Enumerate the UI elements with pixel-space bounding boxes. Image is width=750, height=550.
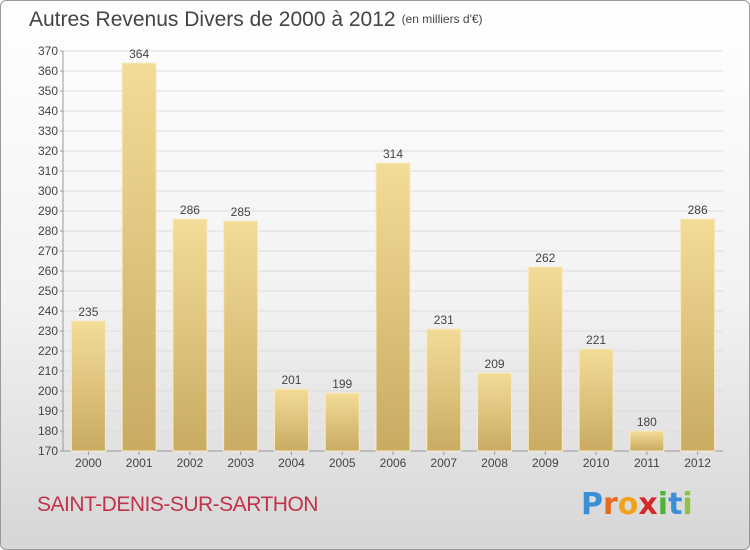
bar	[324, 392, 360, 452]
data-label: 262	[535, 251, 555, 265]
logo-letter: x	[638, 487, 658, 522]
y-tick-label: 200	[38, 384, 58, 398]
data-label: 221	[586, 333, 606, 347]
bar	[477, 372, 513, 452]
chart-title-text: Autres Revenus Divers de 2000 à 2012	[29, 8, 396, 31]
bar	[578, 348, 614, 452]
x-tick-label: 2009	[532, 456, 559, 470]
proxiti-logo[interactable]: Proxiti	[581, 487, 693, 522]
x-tick-label: 2011	[634, 456, 660, 470]
bar	[680, 218, 716, 452]
bars	[70, 62, 716, 452]
x-tick-label: 2000	[75, 456, 102, 470]
unit-note: (en milliers d'€)	[401, 12, 483, 26]
y-tick-label: 170	[38, 444, 58, 458]
y-tick-label: 270	[38, 244, 58, 258]
data-label: 285	[231, 205, 251, 219]
data-label: 314	[383, 147, 403, 161]
bar	[172, 218, 208, 452]
commune-name: SAINT-DENIS-SUR-SARTHON	[37, 493, 318, 516]
data-label: 286	[688, 203, 708, 217]
bar	[629, 430, 665, 452]
y-tick-label: 260	[38, 264, 58, 278]
bar	[70, 320, 106, 452]
x-tick-label: 2007	[430, 456, 457, 470]
y-tick-label: 370	[38, 44, 58, 58]
data-label: 364	[129, 47, 149, 61]
y-tick-label: 190	[38, 404, 58, 418]
bar	[375, 162, 411, 452]
x-tick-label: 2006	[380, 456, 407, 470]
chart-title: Autres Revenus Divers de 2000 à 2012 (en …	[29, 8, 483, 32]
y-tick-label: 360	[38, 64, 58, 78]
y-tick-label: 340	[38, 104, 58, 118]
data-label: 209	[485, 357, 505, 371]
data-label: 231	[434, 313, 454, 327]
data-label: 201	[281, 373, 301, 387]
x-tick-label: 2012	[684, 456, 711, 470]
logo-letter: i	[657, 487, 669, 522]
y-tick-label: 210	[38, 364, 58, 378]
y-tick-label: 320	[38, 144, 58, 158]
data-label: 286	[180, 203, 200, 217]
data-label: 235	[78, 305, 98, 319]
x-tick-label: 2005	[329, 456, 356, 470]
data-label: 199	[332, 377, 352, 391]
data-labels: 235 2000 364 2001 286 2002 285 2003 201 2004 199 20…	[75, 47, 711, 470]
y-tick-label: 300	[38, 184, 58, 198]
y-tick-label: 350	[38, 84, 58, 98]
data-label: 180	[637, 415, 657, 429]
logo-letter: P	[581, 487, 603, 522]
y-tick-label: 230	[38, 324, 58, 338]
y-tick-label: 220	[38, 344, 58, 358]
x-tick-label: 2010	[583, 456, 610, 470]
logo-letter: r	[603, 487, 618, 522]
bar	[426, 328, 462, 452]
x-tick-label: 2003	[227, 456, 254, 470]
x-tick-label: 2008	[481, 456, 508, 470]
logo-letter: i	[682, 487, 693, 522]
y-tick-label: 330	[38, 124, 58, 138]
y-tick-label: 310	[38, 164, 58, 178]
y-tick-label: 290	[38, 204, 58, 218]
y-tick-label: 180	[38, 424, 58, 438]
y-tick-label: 250	[38, 284, 58, 298]
bar	[121, 62, 157, 452]
x-tick-label: 2001	[126, 456, 153, 470]
bar	[527, 266, 563, 452]
logo-letter: o	[617, 487, 639, 522]
y-tick-label: 280	[38, 224, 58, 238]
x-tick-label: 2002	[177, 456, 204, 470]
x-tick-label: 2004	[278, 456, 305, 470]
logo-letter: t	[668, 487, 683, 522]
y-tick-label: 240	[38, 304, 58, 318]
bar	[273, 388, 309, 452]
bar	[223, 220, 259, 452]
